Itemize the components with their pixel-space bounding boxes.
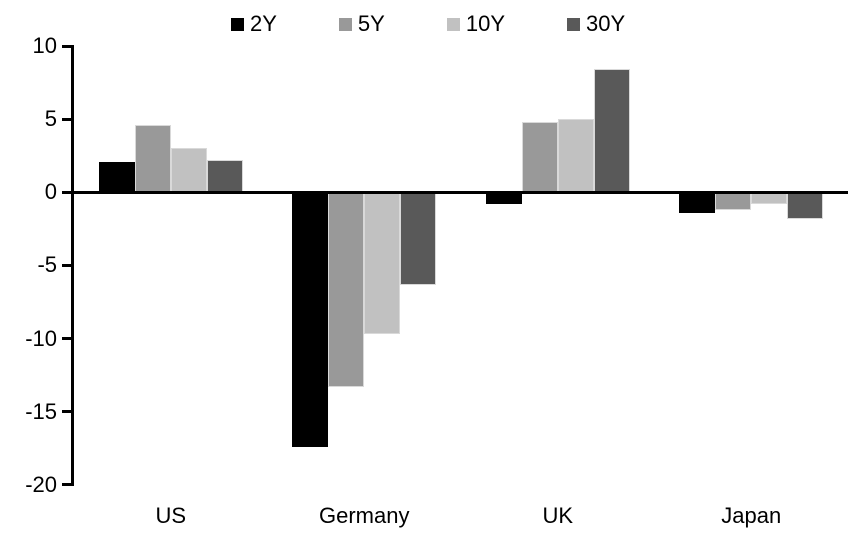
- y-axis-tick-label: -20: [25, 471, 57, 497]
- legend-item-30y: 30Y: [567, 11, 625, 37]
- category-label-japan: Japan: [721, 503, 782, 528]
- category-label-germany: Germany: [319, 503, 410, 528]
- bar-uk-30y: [593, 69, 630, 193]
- y-axis-tick: [62, 117, 74, 121]
- x-axis-zero-line: [71, 190, 848, 194]
- bar-uk-5y: [521, 122, 558, 193]
- bar-japan-5y: [715, 192, 752, 210]
- bar-us-2y: [98, 161, 135, 193]
- legend-label: 2Y: [250, 11, 277, 36]
- y-axis-tick: [62, 263, 74, 267]
- bar-uk-10y: [557, 119, 594, 193]
- bar-japan-30y: [787, 192, 824, 219]
- legend-item-10y: 10Y: [446, 11, 505, 37]
- legend-item-2y: 2Y: [231, 11, 277, 37]
- legend-label: 5Y: [357, 11, 385, 36]
- bar-uk-2y: [485, 192, 522, 205]
- legend-label: 10Y: [465, 11, 505, 36]
- y-axis-tick: [62, 483, 74, 487]
- bar-us-5y: [134, 125, 171, 193]
- y-axis-tick: [62, 410, 74, 414]
- y-axis-tick-label: 0: [44, 179, 57, 205]
- legend: 2Y 5Y 10Y 30Y: [231, 11, 625, 37]
- y-axis-tick-label: 10: [32, 33, 57, 58]
- legend-swatch-30y: [567, 17, 580, 31]
- y-axis-tick-label: 5: [44, 106, 57, 132]
- y-axis-tick: [62, 337, 74, 341]
- y-axis-tick: [62, 190, 74, 194]
- y-axis-line: [71, 44, 74, 487]
- category-label-us: US: [155, 503, 187, 528]
- bar-germany-30y: [400, 192, 437, 285]
- bar-germany-2y: [292, 192, 329, 447]
- y-axis-tick-label: -15: [25, 398, 57, 424]
- legend-swatch-10y: [446, 17, 460, 31]
- bar-us-10y: [170, 148, 207, 193]
- legend-swatch-2y: [231, 17, 244, 31]
- y-axis-tick: [62, 44, 74, 48]
- bar-japan-10y: [751, 192, 788, 205]
- legend-swatch-5y: [338, 17, 352, 31]
- legend-label: 30Y: [586, 11, 626, 36]
- bar-japan-2y: [679, 192, 716, 213]
- y-axis-tick-label: -10: [25, 325, 57, 351]
- bar-germany-5y: [328, 192, 365, 387]
- bar-us-30y: [206, 160, 243, 193]
- y-axis-tick-label: -5: [37, 252, 57, 278]
- bar-germany-10y: [364, 192, 401, 335]
- legend-item-5y: 5Y: [338, 11, 385, 37]
- category-label-uk: UK: [542, 503, 574, 528]
